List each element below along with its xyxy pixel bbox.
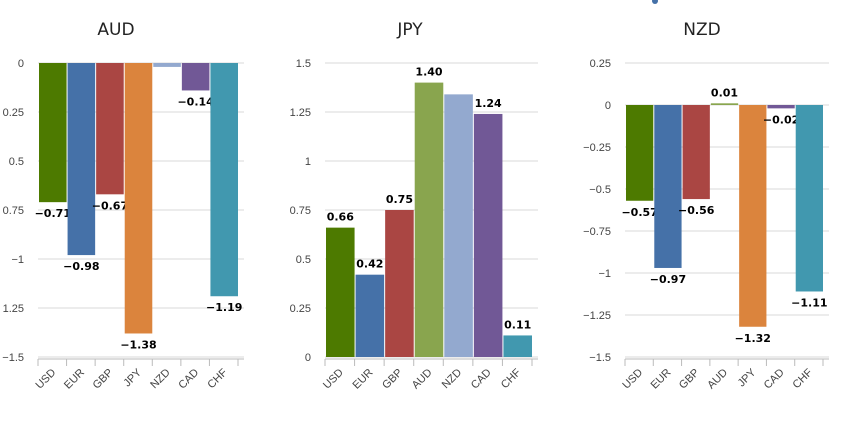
x-tick-label: CAD bbox=[469, 367, 494, 392]
y-tick-label: −1.5 bbox=[589, 352, 611, 364]
bar-usd[interactable] bbox=[39, 63, 67, 203]
bar-usd[interactable] bbox=[626, 105, 654, 201]
chart-title: JPY bbox=[396, 20, 423, 40]
bar-eur[interactable] bbox=[355, 274, 385, 357]
bar-cad[interactable] bbox=[473, 113, 503, 358]
x-tick-label: AUD bbox=[705, 367, 730, 392]
data-label: 0.01 bbox=[711, 86, 738, 99]
data-label: 0.11 bbox=[504, 318, 531, 331]
bar-eur[interactable] bbox=[67, 63, 96, 256]
y-tick-label: −0.75 bbox=[583, 226, 611, 238]
bar-chf[interactable] bbox=[210, 63, 238, 297]
bar-gbp[interactable] bbox=[682, 105, 710, 200]
bar-nzd[interactable] bbox=[153, 63, 181, 67]
data-label: −0.98 bbox=[63, 260, 99, 273]
bar-cad[interactable] bbox=[767, 105, 795, 109]
data-label: 0.42 bbox=[356, 258, 383, 271]
bar-nzd[interactable] bbox=[444, 94, 473, 358]
data-label: −1.11 bbox=[791, 296, 827, 309]
y-tick-label: −0.5 bbox=[589, 184, 611, 196]
y-tick-label: 0.25 bbox=[3, 107, 24, 119]
data-label: −0.67 bbox=[92, 199, 128, 212]
data-label: −1.32 bbox=[735, 332, 771, 345]
chart-title: AUD bbox=[97, 20, 134, 40]
chart-aud: AUD 0 0.25 0.5 0.75 −1 1.25 −1.5 −0.71 −0.98 −0.67… bbox=[2, 20, 244, 392]
y-tick-label: 0.25 bbox=[590, 58, 611, 70]
y-tick-label: 1.25 bbox=[290, 107, 311, 119]
data-label: 1.40 bbox=[415, 66, 442, 79]
bar-chf[interactable] bbox=[795, 105, 823, 292]
bar-gbp[interactable] bbox=[96, 63, 124, 195]
bar-jpy[interactable] bbox=[124, 63, 153, 334]
data-label: −1.38 bbox=[120, 338, 156, 351]
y-tick-label: −1.5 bbox=[2, 352, 24, 364]
data-label: −0.97 bbox=[650, 273, 686, 286]
data-label: −1.19 bbox=[206, 301, 242, 314]
y-tick-label: 0 bbox=[605, 100, 611, 112]
data-label: 1.24 bbox=[475, 97, 502, 110]
x-tick-label: CHF bbox=[205, 366, 230, 391]
y-tick-label: −0.25 bbox=[583, 142, 611, 154]
x-tick-label: EUR bbox=[62, 367, 87, 392]
y-tick-label: 0 bbox=[305, 352, 311, 364]
data-label: 0.66 bbox=[327, 211, 354, 224]
y-tick-label: 0.5 bbox=[296, 254, 311, 266]
x-tick-label: CAD bbox=[176, 367, 201, 392]
bar-usd[interactable] bbox=[326, 227, 355, 357]
data-label: 0.75 bbox=[386, 193, 413, 206]
x-tick-label: USD bbox=[33, 367, 58, 392]
x-tick-label: CAD bbox=[762, 367, 787, 392]
x-tick-label: JPY bbox=[736, 366, 759, 389]
x-tick-label: GBP bbox=[91, 367, 116, 392]
y-tick-label: 0.75 bbox=[3, 205, 24, 217]
bar-cad[interactable] bbox=[181, 63, 210, 91]
bar-aud[interactable] bbox=[414, 82, 444, 357]
x-tick-label: CHF bbox=[791, 366, 816, 391]
data-label: −0.02 bbox=[763, 113, 799, 126]
y-tick-label: 0.75 bbox=[290, 205, 311, 217]
x-tick-label: NZD bbox=[440, 367, 465, 392]
x-tick-label: EUR bbox=[649, 367, 674, 392]
data-label: −0.57 bbox=[621, 206, 657, 219]
y-tick-label: 0 bbox=[18, 58, 24, 70]
x-tick-label: EUR bbox=[351, 367, 376, 392]
x-tick-label: GBP bbox=[677, 367, 702, 392]
y-tick-label: 0.5 bbox=[9, 156, 24, 168]
data-label: −0.56 bbox=[678, 204, 715, 217]
x-tick-label: JPY bbox=[121, 366, 144, 389]
x-tick-label: NZD bbox=[148, 367, 173, 392]
y-tick-label: 1 bbox=[305, 156, 311, 168]
x-tick-label: USD bbox=[620, 367, 645, 392]
y-tick-label: 1.25 bbox=[3, 303, 24, 315]
bar-chf[interactable] bbox=[503, 335, 532, 357]
indicator-dot bbox=[652, 0, 658, 4]
bar-eur[interactable] bbox=[654, 105, 682, 268]
data-label: −0.71 bbox=[35, 207, 71, 220]
chart-title: NZD bbox=[683, 20, 720, 40]
chart-nzd: NZD 0.25 0 −0.25 −0.5 −0.75 −1 −1.25 −1.5 −0.57 −0… bbox=[583, 20, 829, 392]
chart-jpy: JPY 1.5 1.25 1 0.75 0.5 0.25 0 0.66 0.42 0.75 1.40 1… bbox=[290, 20, 538, 392]
x-tick-label: CHF bbox=[499, 366, 524, 391]
y-tick-label: 1.5 bbox=[296, 58, 311, 70]
bar-gbp[interactable] bbox=[385, 210, 414, 357]
x-tick-label: USD bbox=[321, 367, 346, 392]
y-tick-label: −1 bbox=[598, 268, 611, 280]
x-tick-label: GBP bbox=[380, 367, 405, 392]
x-tick-label: AUD bbox=[410, 367, 435, 392]
y-tick-label: −1 bbox=[11, 254, 24, 266]
bar-jpy[interactable] bbox=[739, 105, 767, 327]
bar-aud[interactable] bbox=[710, 103, 739, 105]
y-tick-label: 0.25 bbox=[290, 303, 311, 315]
data-label: −0.14 bbox=[177, 95, 214, 108]
y-tick-label: −1.25 bbox=[583, 310, 611, 322]
